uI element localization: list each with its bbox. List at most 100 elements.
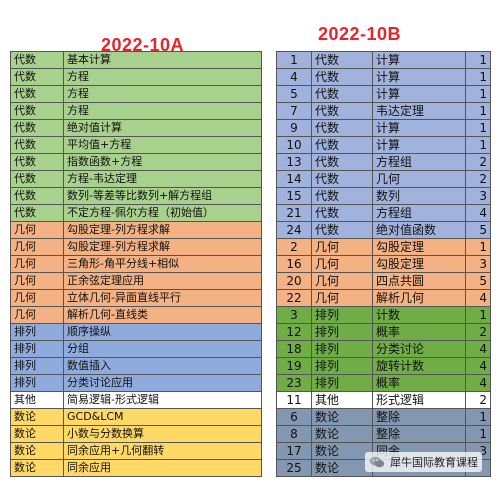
category-cell: 代数: [10, 153, 64, 171]
category-cell: 代数: [10, 68, 64, 86]
topic-cell: 计算: [372, 136, 466, 154]
exam-a-topic-table: 代数 基本计算 代数 方程 代数 方程 代数 方程 代数 绝对值计算 代数 平均值+方程 代数 指数函数+…: [10, 51, 262, 477]
question-number-cell: 6: [276, 408, 312, 426]
category-cell: 代数: [311, 221, 373, 239]
table-row: 数论 小数与分数换算: [10, 425, 262, 443]
question-number-cell: 22: [276, 289, 312, 307]
table-b-title: 2022-10B: [318, 24, 402, 44]
topic-cell: 立体几何-异面直线平行: [63, 289, 262, 307]
question-number-cell: 5: [276, 85, 312, 103]
category-cell: 代数: [311, 204, 373, 222]
category-cell: 代数: [311, 187, 373, 205]
table-row: 9 代数 计算 1: [276, 119, 491, 137]
table-row: 18 排列 分类讨论 4: [276, 340, 491, 358]
category-cell: 其他: [311, 391, 373, 409]
category-cell: 几何: [10, 272, 64, 290]
question-number-cell: 18: [276, 340, 312, 358]
difficulty-cell: 1: [465, 408, 491, 426]
category-cell: 数论: [311, 442, 373, 460]
watermark-text: 犀牛国际教育课程: [390, 456, 478, 469]
difficulty-cell: 1: [465, 68, 491, 86]
exam-b-topic-table: 1 代数 计算 1 4 代数 计算 1 5 代数 计算 1 7 代数 韦达定理 1 9 代数 计算 1 10 代数 计算 1 1…: [276, 51, 491, 477]
question-number-cell: 11: [276, 391, 312, 409]
table-row: 几何 正余弦定理应用: [10, 272, 262, 290]
table-row: 几何 勾股定理-列方程求解: [10, 238, 262, 256]
question-number-cell: 21: [276, 204, 312, 222]
topic-cell: 基本计算: [63, 51, 262, 69]
difficulty-cell: 2: [465, 153, 491, 171]
difficulty-cell: 1: [465, 51, 491, 69]
table-row: 代数 平均值+方程: [10, 136, 262, 154]
category-cell: 代数: [10, 85, 64, 103]
question-number-cell: 20: [276, 272, 312, 290]
table-row: 几何 解析几何-直线类: [10, 306, 262, 324]
question-number-cell: 25: [276, 459, 312, 477]
topic-cell: 勾股定理: [372, 255, 466, 273]
table-row: 几何 三角形-角平分线+相似: [10, 255, 262, 273]
difficulty-cell: 1: [465, 119, 491, 137]
topic-cell: 数值插入: [63, 357, 262, 375]
table-row: 代数 指数函数+方程: [10, 153, 262, 171]
topic-cell: 勾股定理-列方程求解: [63, 221, 262, 239]
question-number-cell: 15: [276, 187, 312, 205]
table-row: 5 代数 计算 1: [276, 85, 491, 103]
difficulty-cell: 5: [465, 272, 491, 290]
question-number-cell: 16: [276, 255, 312, 273]
table-row: 6 数论 整除 1: [276, 408, 491, 426]
table-row: 代数 方程-韦达定理: [10, 170, 262, 188]
topic-cell: 韦达定理: [372, 102, 466, 120]
topic-cell: 指数函数+方程: [63, 153, 262, 171]
category-cell: 代数: [10, 170, 64, 188]
category-cell: 数论: [10, 442, 64, 460]
table-row: 代数 方程: [10, 68, 262, 86]
category-cell: 几何: [311, 272, 373, 290]
wechat-icon: [369, 456, 385, 468]
topic-cell: 三角形-角平分线+相似: [63, 255, 262, 273]
category-cell: 排列: [311, 323, 373, 341]
table-row: 24 代数 绝对值函数 5: [276, 221, 491, 239]
category-cell: 几何: [10, 238, 64, 256]
category-cell: 排列: [311, 340, 373, 358]
category-cell: 几何: [311, 238, 373, 256]
category-cell: 几何: [311, 255, 373, 273]
category-cell: 代数: [311, 153, 373, 171]
topic-cell: 几何: [372, 170, 466, 188]
table-row: 数论 同余应用: [10, 459, 262, 477]
table-a-title: 2022-10A: [101, 35, 185, 55]
topic-cell: 正余弦定理应用: [63, 272, 262, 290]
category-cell: 数论: [10, 425, 64, 443]
difficulty-cell: 2: [465, 323, 491, 341]
topic-cell: 方程: [63, 102, 262, 120]
category-cell: 代数: [311, 170, 373, 188]
topic-cell: 简易逻辑-形式逻辑: [63, 391, 262, 409]
question-number-cell: 13: [276, 153, 312, 171]
table-row: 10 代数 计算 1: [276, 136, 491, 154]
table-row: 16 几何 勾股定理 3: [276, 255, 491, 273]
topic-cell: 小数与分数换算: [63, 425, 262, 443]
topic-cell: 分类讨论: [372, 340, 466, 358]
table-row: 代数 数列-等差等比数列+解方程组: [10, 187, 262, 205]
category-cell: 数论: [311, 408, 373, 426]
topic-cell: 勾股定理: [372, 238, 466, 256]
watermark: 犀牛国际教育课程: [365, 452, 482, 472]
difficulty-cell: 4: [465, 357, 491, 375]
category-cell: 代数: [311, 136, 373, 154]
topic-cell: 概率: [372, 374, 466, 392]
topic-cell: GCD&LCM: [63, 408, 262, 426]
category-cell: 代数: [10, 102, 64, 120]
table-row: 20 几何 四点共圆 5: [276, 272, 491, 290]
category-cell: 排列: [10, 357, 64, 375]
table-row: 13 代数 方程组 2: [276, 153, 491, 171]
category-cell: 代数: [311, 119, 373, 137]
topic-cell: 顺序操纵: [63, 323, 262, 341]
table-row: 4 代数 计算 1: [276, 68, 491, 86]
category-cell: 其他: [10, 391, 64, 409]
question-number-cell: 8: [276, 425, 312, 443]
category-cell: 数论: [10, 408, 64, 426]
difficulty-cell: 4: [465, 289, 491, 307]
table-row: 1 代数 计算 1: [276, 51, 491, 69]
question-number-cell: 2: [276, 238, 312, 256]
difficulty-cell: 1: [465, 238, 491, 256]
difficulty-cell: 3: [465, 255, 491, 273]
category-cell: 排列: [10, 340, 64, 358]
